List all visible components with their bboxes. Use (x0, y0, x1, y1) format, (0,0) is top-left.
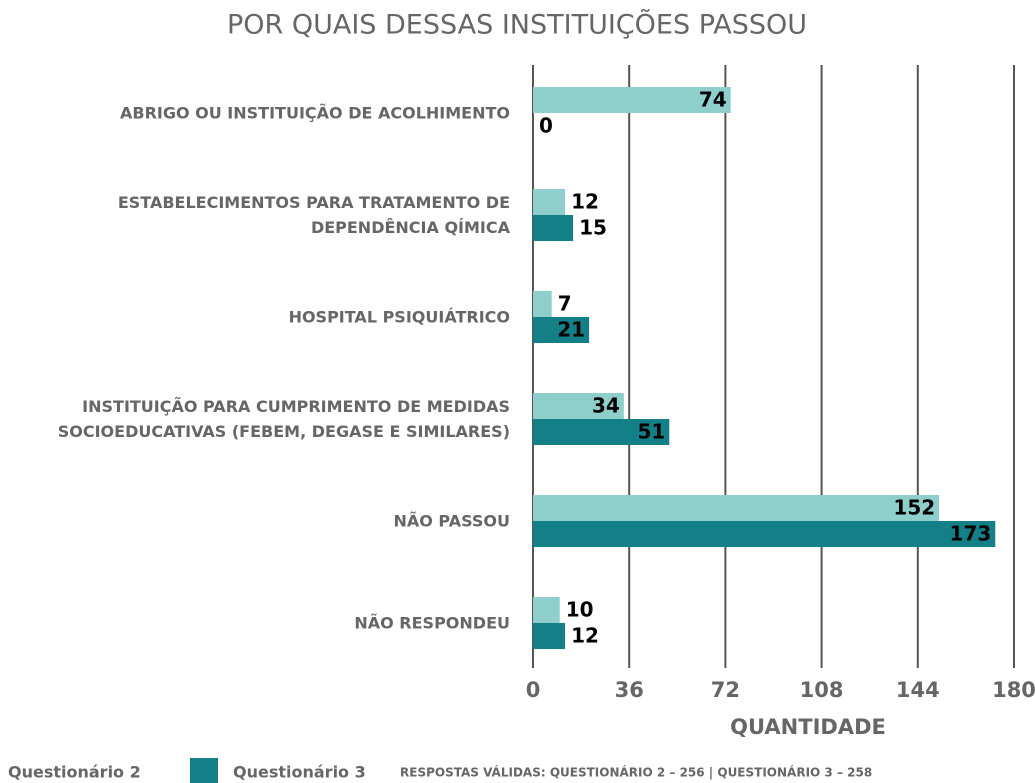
bar (533, 291, 552, 317)
bar (533, 317, 590, 343)
bar (533, 597, 560, 623)
bar (533, 215, 574, 241)
value-label: 12 (571, 624, 599, 648)
bar (533, 521, 996, 547)
value-label: 12 (571, 190, 599, 214)
note: RESPOSTAS VÁLIDAS: QUESTIONÁRIO 2 – 256 … (400, 765, 872, 780)
bar (533, 393, 624, 419)
bar (533, 623, 566, 649)
value-label: 21 (557, 318, 585, 342)
y-tick-label: ABRIGO OU INSTITUIÇÃO DE ACOLHIMENTO (119, 103, 510, 123)
legend-label: Questionário 3 (233, 763, 366, 782)
value-label: 74 (699, 88, 727, 112)
x-tick-label: 72 (711, 678, 740, 702)
bar (533, 87, 731, 113)
bar (533, 495, 940, 521)
value-label: 7 (558, 292, 572, 316)
x-tick-label: 36 (615, 678, 644, 702)
legend-label: Questionário 2 (8, 763, 141, 782)
bar (533, 189, 566, 215)
y-tick-label: NÃO PASSOU (393, 511, 510, 531)
value-label: 152 (893, 496, 935, 520)
y-tick-label: ESTABELECIMENTOS PARA TRATAMENTO DE DEPE… (117, 193, 510, 237)
value-label: 10 (566, 598, 594, 622)
x-axis-label: QUANTIDADE (730, 715, 886, 739)
y-tick-label: INSTITUIÇÃO PARA CUMPRIMENTO DE MEDIDAS … (57, 397, 510, 441)
bar (533, 419, 670, 445)
x-tick-label: 144 (896, 678, 940, 702)
x-tick-label: 108 (800, 678, 844, 702)
legend-swatch (190, 758, 218, 783)
value-label: 51 (637, 420, 665, 444)
y-tick-label: HOSPITAL PSIQUIÁTRICO (288, 307, 510, 327)
value-label: 34 (592, 394, 620, 418)
value-label: 173 (950, 522, 992, 546)
x-tick-label: 180 (992, 678, 1035, 702)
x-tick-label: 0 (526, 678, 541, 702)
y-tick-label: NÃO RESPONDEU (354, 613, 510, 633)
value-label: 15 (579, 216, 607, 240)
chart-title: POR QUAIS DESSAS INSTITUIÇÕES PASSOU (227, 9, 807, 41)
value-label: 0 (539, 114, 553, 138)
